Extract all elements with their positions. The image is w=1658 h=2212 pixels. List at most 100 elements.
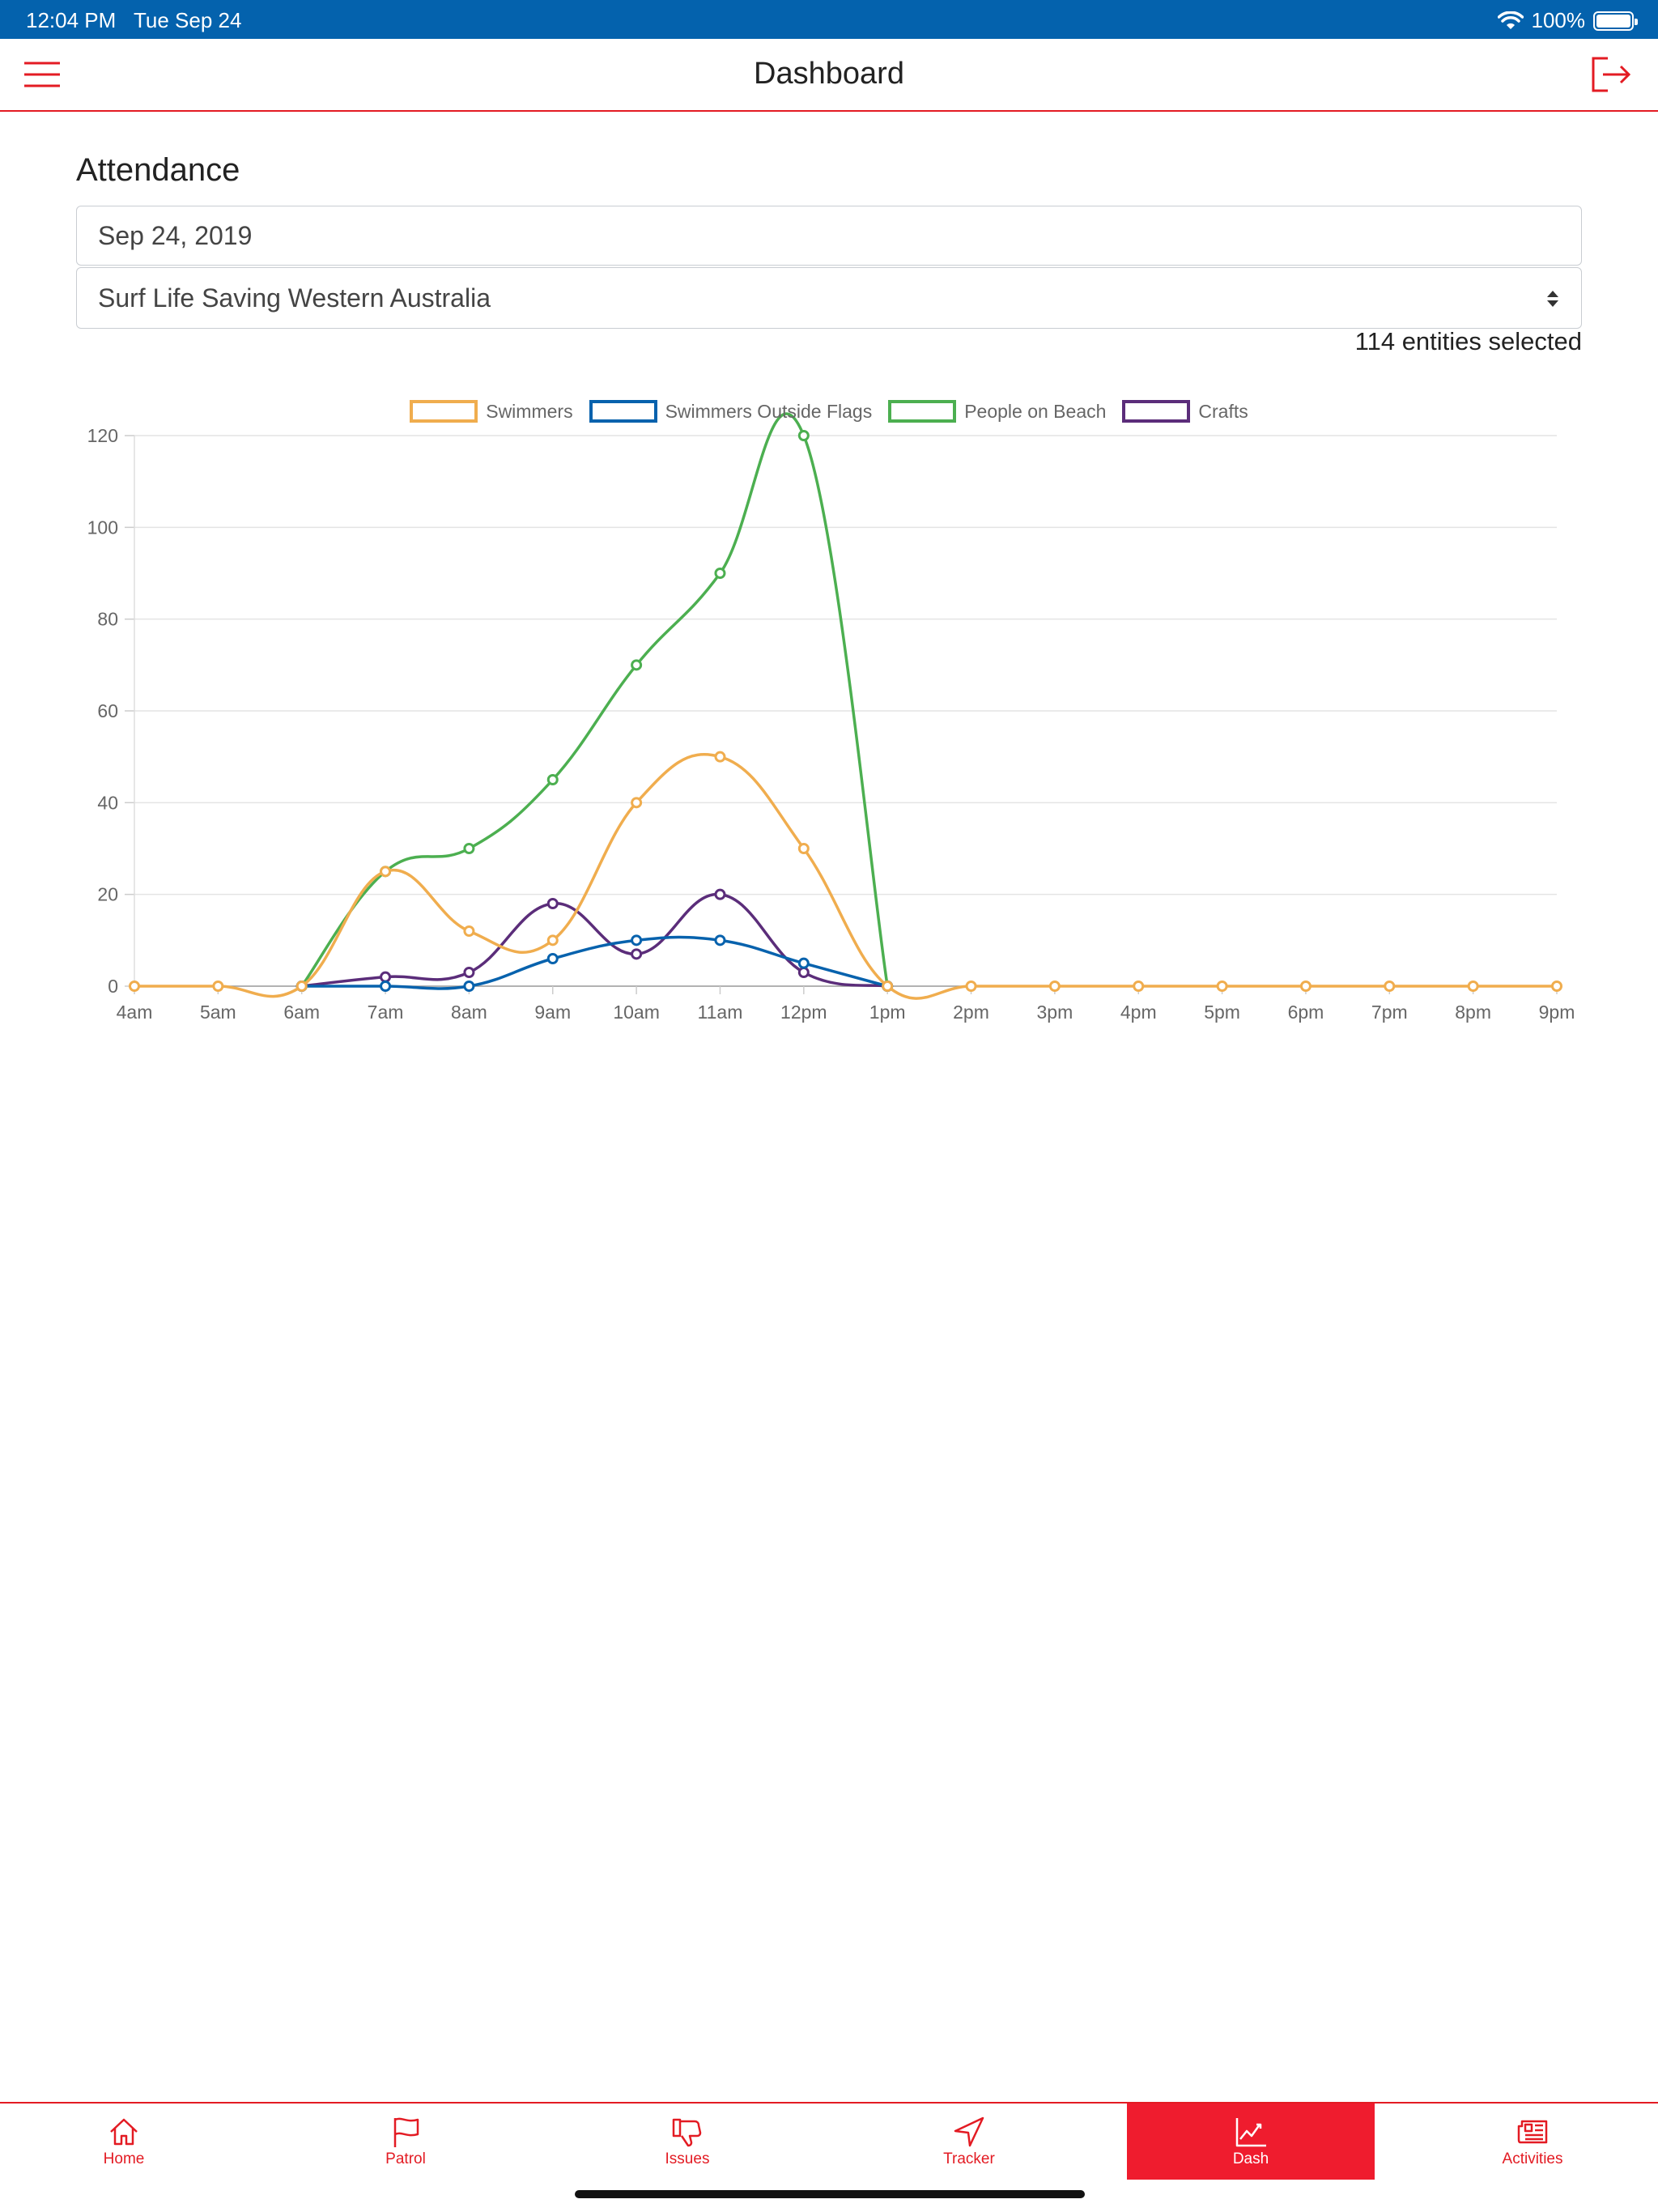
data-point-crafts bbox=[631, 948, 643, 960]
data-point-swimmers bbox=[882, 981, 894, 992]
battery-percent: 100% bbox=[1531, 8, 1586, 32]
x-tick-label: 8pm bbox=[1455, 1002, 1491, 1023]
date-field[interactable]: Sep 24, 2019 bbox=[76, 206, 1582, 266]
data-point-swimmers bbox=[1467, 981, 1479, 992]
tab-label: Patrol bbox=[385, 2150, 426, 2167]
data-point-swimmers-outside-flags bbox=[380, 981, 392, 992]
data-point-swimmers bbox=[714, 751, 726, 763]
chart-icon bbox=[1235, 2118, 1266, 2147]
x-tick-label: 6am bbox=[283, 1002, 320, 1023]
y-tick-label: 80 bbox=[97, 609, 118, 630]
data-point-crafts bbox=[380, 971, 392, 983]
series-line-people-on-beach bbox=[300, 412, 889, 988]
x-tick-label: 4pm bbox=[1120, 1002, 1157, 1023]
data-point-swimmers bbox=[1551, 981, 1562, 992]
data-point-swimmers-outside-flags bbox=[631, 934, 643, 946]
menu-button[interactable] bbox=[23, 55, 62, 94]
status-right: 100% bbox=[1497, 8, 1638, 33]
x-tick-label: 6pm bbox=[1288, 1002, 1324, 1023]
data-point-crafts bbox=[463, 967, 475, 978]
legend-item[interactable]: People on Beach bbox=[888, 397, 1106, 426]
data-point-swimmers bbox=[295, 981, 308, 992]
tab-label: Dash bbox=[1232, 2150, 1269, 2167]
status-clock: 12:04 PM bbox=[26, 8, 117, 32]
data-point-swimmers bbox=[212, 981, 224, 992]
nav-bar: Dashboard bbox=[0, 39, 1658, 112]
x-tick-label: 10am bbox=[613, 1002, 660, 1023]
data-point-swimmers-outside-flags bbox=[714, 934, 726, 946]
x-tick-label: 11am bbox=[698, 1002, 743, 1023]
x-tick-label: 7pm bbox=[1371, 1002, 1408, 1023]
data-point-people-on-beach bbox=[797, 430, 810, 441]
organisation-select-value: Surf Life Saving Western Australia bbox=[98, 283, 491, 313]
entities-selected-count: 114 entities selected bbox=[1354, 327, 1582, 355]
flag-icon bbox=[393, 2117, 419, 2147]
data-point-people-on-beach bbox=[546, 774, 559, 785]
y-tick-label: 20 bbox=[97, 884, 118, 905]
tab-label: Tracker bbox=[943, 2150, 995, 2167]
logout-button[interactable] bbox=[1588, 52, 1634, 97]
data-point-swimmers-outside-flags bbox=[797, 957, 810, 969]
tab-dash[interactable]: Dash bbox=[1127, 2104, 1375, 2180]
tab-label: Activities bbox=[1502, 2150, 1563, 2167]
data-point-swimmers bbox=[797, 843, 810, 854]
legend-swatch bbox=[410, 400, 478, 423]
legend-item[interactable]: Crafts bbox=[1122, 397, 1248, 426]
y-tick-label: 60 bbox=[97, 700, 118, 721]
home-indicator bbox=[575, 2190, 1085, 2198]
battery-fill bbox=[1596, 14, 1630, 28]
thumbs-down-icon bbox=[672, 2118, 702, 2147]
x-tick-label: 5am bbox=[200, 1002, 236, 1023]
x-tick-label: 9am bbox=[534, 1002, 571, 1023]
data-point-swimmers bbox=[129, 981, 140, 992]
data-point-people-on-beach bbox=[714, 568, 726, 579]
data-point-swimmers bbox=[1048, 981, 1061, 992]
y-tick-label: 120 bbox=[87, 425, 118, 446]
x-tick-label: 3pm bbox=[1037, 1002, 1073, 1023]
navigation-arrow-icon bbox=[954, 2116, 984, 2147]
data-point-swimmers bbox=[965, 981, 977, 992]
y-tick-label: 40 bbox=[97, 792, 118, 813]
legend-swatch bbox=[888, 400, 957, 423]
newspaper-icon bbox=[1517, 2120, 1548, 2144]
legend-item[interactable]: Swimmers Outside Flags bbox=[589, 397, 873, 426]
status-time: 12:04 PM Tue Sep 24 bbox=[26, 8, 241, 33]
tab-label: Issues bbox=[665, 2150, 710, 2167]
legend-label: People on Beach bbox=[964, 400, 1107, 422]
chart-legend: Swimmers Swimmers Outside Flags People on … bbox=[0, 397, 1658, 426]
x-tick-label: 2pm bbox=[953, 1002, 989, 1023]
x-tick-label: 7am bbox=[368, 1002, 404, 1023]
tab-label: Home bbox=[103, 2150, 145, 2167]
data-point-swimmers bbox=[1384, 981, 1396, 992]
data-point-swimmers bbox=[380, 866, 392, 878]
legend-label: Swimmers Outside Flags bbox=[665, 400, 873, 422]
x-tick-label: 8am bbox=[451, 1002, 487, 1023]
legend-label: Swimmers bbox=[486, 400, 573, 422]
wifi-icon bbox=[1497, 11, 1524, 29]
attendance-line-chart: 0 20 40 60 80 100 120 4am 5am 6am 7am 8am 9am 10am 11a… bbox=[87, 412, 1575, 1023]
legend-label: Crafts bbox=[1198, 400, 1248, 422]
section-title: Attendance bbox=[76, 152, 240, 188]
legend-item[interactable]: Swimmers bbox=[410, 397, 573, 426]
data-point-swimmers-outside-flags bbox=[546, 953, 559, 964]
data-point-swimmers bbox=[1299, 981, 1312, 992]
home-icon bbox=[110, 2118, 138, 2146]
tab-home[interactable]: Home bbox=[0, 2104, 248, 2180]
status-date: Tue Sep 24 bbox=[133, 8, 242, 32]
status-bar: 12:04 PM Tue Sep 24 100% bbox=[0, 0, 1658, 39]
tab-patrol[interactable]: Patrol bbox=[282, 2104, 529, 2180]
page-title: Dashboard bbox=[754, 57, 904, 91]
organisation-select[interactable]: Surf Life Saving Western Australia bbox=[76, 267, 1582, 329]
tab-activities[interactable]: Activities bbox=[1409, 2104, 1656, 2180]
tab-tracker[interactable]: Tracker bbox=[845, 2104, 1093, 2180]
data-point-swimmers bbox=[1133, 981, 1145, 992]
data-point-crafts bbox=[714, 888, 726, 900]
tab-issues[interactable]: Issues bbox=[563, 2104, 811, 2180]
hamburger-menu-icon bbox=[24, 62, 60, 87]
data-point-crafts bbox=[546, 898, 559, 909]
data-point-crafts bbox=[797, 967, 810, 978]
data-point-people-on-beach bbox=[631, 659, 643, 671]
x-tick-label: 4am bbox=[117, 1002, 153, 1023]
data-point-swimmers bbox=[546, 934, 559, 946]
data-point-people-on-beach bbox=[463, 843, 475, 854]
